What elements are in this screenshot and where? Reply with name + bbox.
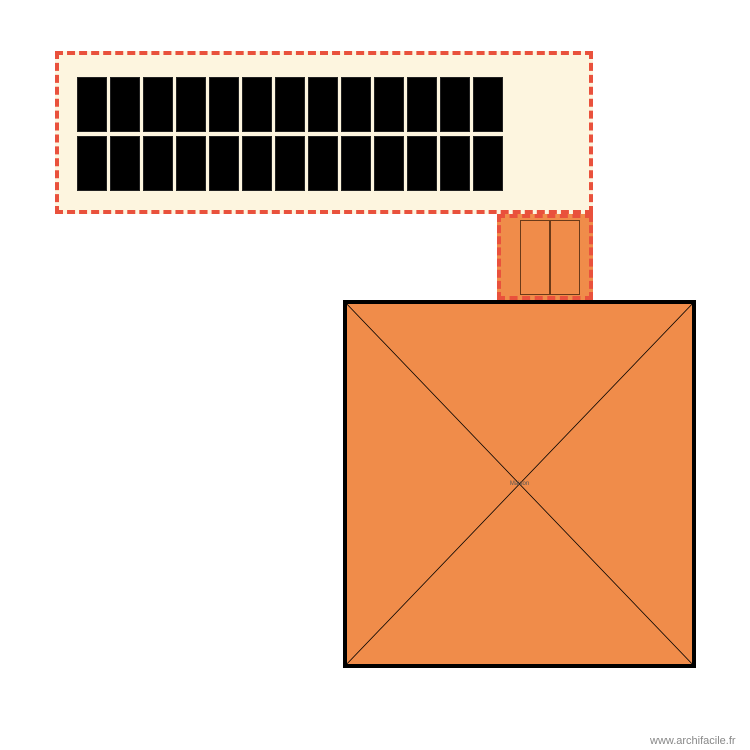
solar-panel-cell xyxy=(308,77,338,132)
solar-panel-cell xyxy=(176,136,206,191)
solar-panel-cell xyxy=(374,77,404,132)
solar-panel-cell xyxy=(407,77,437,132)
solar-panel-cell xyxy=(110,77,140,132)
solar-panel-cell xyxy=(308,136,338,191)
solar-panel-cell xyxy=(209,136,239,191)
solar-panel-cell xyxy=(407,136,437,191)
solar-panel-cell xyxy=(77,136,107,191)
solar-panel-cell xyxy=(176,77,206,132)
floorplan-canvas: Maison www.archifacile.fr xyxy=(0,0,750,750)
solar-panel-cell xyxy=(143,77,173,132)
solar-panel-cell xyxy=(374,136,404,191)
solar-panel-cell xyxy=(110,136,140,191)
solar-panel-cell xyxy=(242,77,272,132)
main-roof-square: Maison xyxy=(343,300,696,668)
solar-panel-array xyxy=(77,77,503,191)
solar-panel-cell xyxy=(341,77,371,132)
solar-panel-cell xyxy=(341,136,371,191)
solar-panel-cell xyxy=(440,77,470,132)
solar-panel-cell xyxy=(77,77,107,132)
solar-panel-cell xyxy=(242,136,272,191)
main-roof-label: Maison xyxy=(510,481,529,487)
solar-panel-cell xyxy=(209,77,239,132)
connector-roof-panel xyxy=(520,220,550,295)
connector-roof-panel xyxy=(550,220,580,295)
solar-panel-cell xyxy=(275,77,305,132)
solar-panel-cell xyxy=(143,136,173,191)
solar-panel-cell xyxy=(440,136,470,191)
solar-panel-cell xyxy=(473,77,503,132)
watermark-text: www.archifacile.fr xyxy=(650,735,736,747)
solar-panel-cell xyxy=(473,136,503,191)
solar-panel-cell xyxy=(275,136,305,191)
